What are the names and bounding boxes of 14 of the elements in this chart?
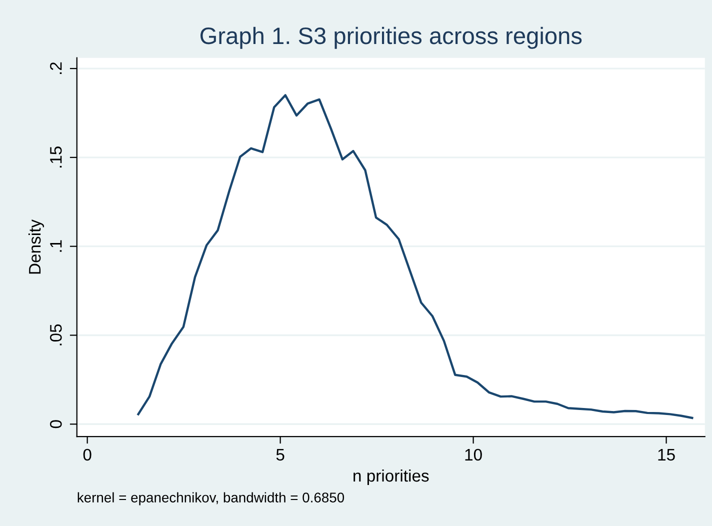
x-tick-label: 0: [83, 448, 92, 461]
chart-title: Graph 1. S3 priorities across regions: [200, 26, 582, 49]
x-tick-label: 15: [658, 449, 675, 461]
y-tick-label: .15: [50, 146, 62, 168]
text: kernel = epanechnikov, bandwidth = 0.6850: [78, 492, 344, 506]
line-series: [137, 94, 694, 420]
x-axis-title: n priorities: [354, 469, 429, 486]
y-tick-label: .05: [50, 324, 62, 346]
x-tick-label: 10: [465, 448, 482, 461]
y-tick-label: 0: [50, 420, 62, 428]
y-axis-title: Density: [28, 219, 44, 274]
y-tick-label: .1: [50, 240, 62, 252]
x-tick-label: 5: [276, 449, 284, 461]
y-tick-label: .2: [50, 62, 62, 74]
